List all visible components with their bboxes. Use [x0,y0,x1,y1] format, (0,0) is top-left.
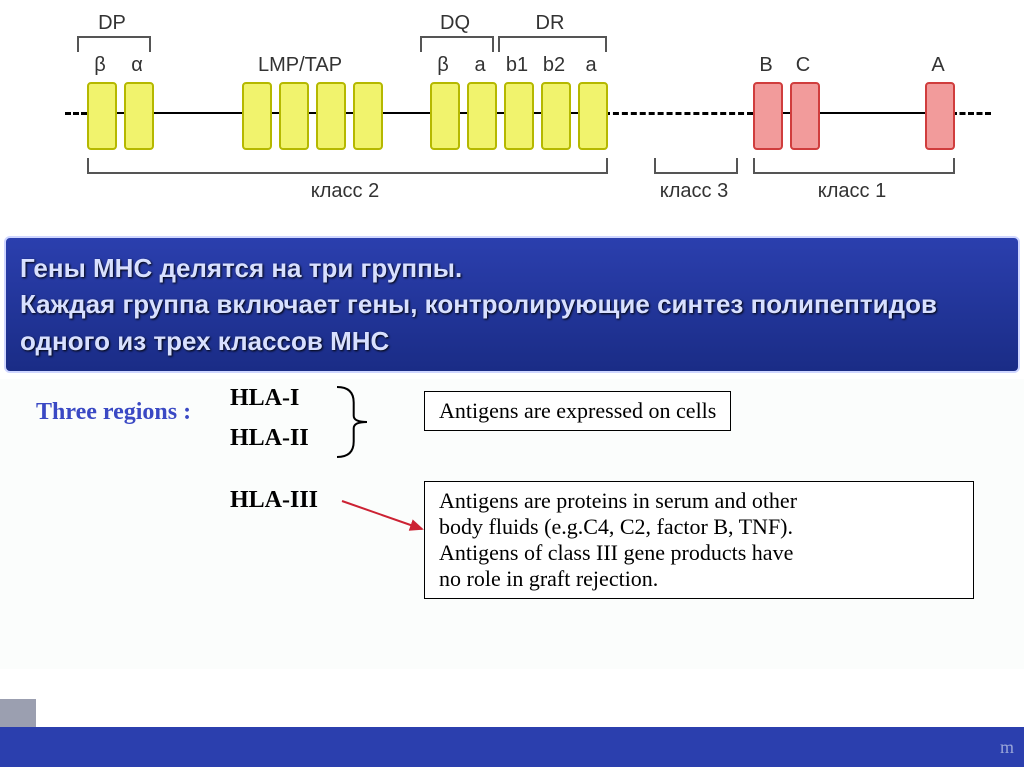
desc-line2: Каждая группа включает гены, контролирую… [20,286,1004,359]
footer-bar: m [0,727,1024,767]
three-regions-section: Three regions : HLA-I HLA-II HLA-III Antig… [0,379,1024,669]
gene-label: b2 [543,54,565,77]
gene-box [467,82,497,150]
gene-label: a [585,54,596,77]
three-regions-label: Three regions : [36,399,191,425]
gene-box [753,82,783,150]
footer-text: m [1000,737,1014,758]
group-label: DQ [440,12,470,35]
description-panel: Гены МНС делятся на три группы. Каждая г… [4,236,1020,373]
gene-box [316,82,346,150]
box-line: no role in graft rejection. [439,566,959,592]
class-bracket [654,158,738,174]
gene-box [790,82,820,150]
gene-label: a [474,54,485,77]
gene-label: C [796,54,810,77]
gene-label: B [759,54,772,77]
group-bracket [420,36,494,52]
hla-label: HLA-III [230,487,318,514]
gene-box [279,82,309,150]
gene-label: β [437,54,449,77]
gene-label: A [931,54,944,77]
group-label: DR [536,12,565,35]
box-line: Antigens are proteins in serum and other [439,488,959,514]
gene-box [541,82,571,150]
gene-box [578,82,608,150]
gene-box [242,82,272,150]
chromosome-segment [604,112,753,115]
gene-label: α [131,54,143,77]
desc-line1: Гены МНС делятся на три группы. [20,250,1004,286]
class-label: класс 2 [311,180,379,203]
gene-box [87,82,117,150]
class-bracket [753,158,955,174]
antigens-box-bottom: Antigens are proteins in serum and other… [424,481,974,599]
gene-map-diagram: DP DQ DR β α LMP/TAP β a b1 b2 a B C Aкласс 2 класс 3 к… [0,0,1024,230]
class-label: класс 1 [818,180,886,203]
brace-icon [335,383,369,461]
chromosome-segment [951,112,991,115]
box-line: body fluids (e.g.C4, C2, factor B, TNF). [439,514,959,540]
hla-label: HLA-II [230,425,309,452]
group-label: DP [98,12,126,35]
gene-box [504,82,534,150]
hla-label: HLA-I [230,385,299,412]
class-bracket [87,158,608,174]
gene-label: β [94,54,106,77]
gene-box [925,82,955,150]
gene-label: LMP/TAP [258,54,342,77]
box-line: Antigens of class III gene products have [439,540,959,566]
gene-box [353,82,383,150]
gene-box [430,82,460,150]
group-bracket [498,36,607,52]
antigens-box-top: Antigens are expressed on cells [424,391,731,431]
class-label: класс 3 [660,180,728,203]
gene-label: b1 [506,54,528,77]
footer-grey-block [0,699,36,727]
gene-box [124,82,154,150]
chromosome-segment [65,112,87,115]
group-bracket [77,36,151,52]
